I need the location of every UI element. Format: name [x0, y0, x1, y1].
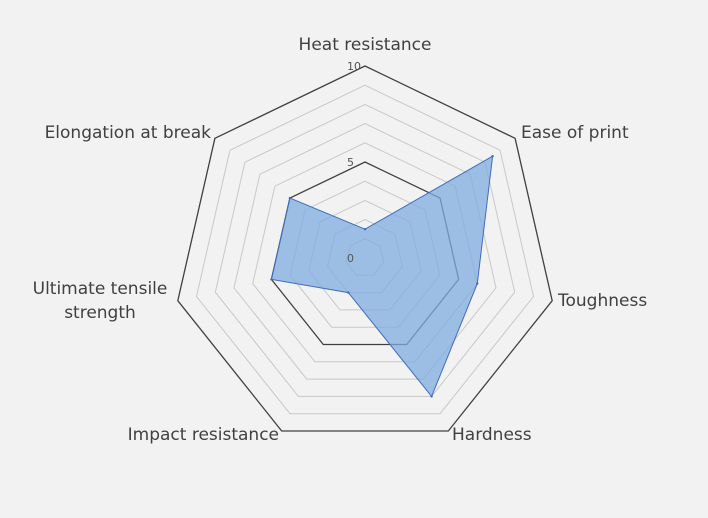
axis-label-elongation-at-break: Elongation at break [45, 123, 212, 143]
data-point-6 [288, 196, 292, 200]
series-area-0 [270, 155, 494, 398]
axis-label-hardness: Hardness [452, 425, 532, 445]
axis-label-impact-resistance: Impact resistance [128, 425, 279, 445]
grid-ring-minor-9 [195, 84, 535, 415]
tick-labels: 0 5 10 [347, 60, 361, 265]
grid-ring-minor-8 [214, 103, 516, 397]
axis-label-heat-resistance: Heat resistance [299, 35, 432, 55]
tick-label-0: 0 [347, 252, 354, 265]
series-layer [270, 155, 494, 398]
grid-ring-major-10 [177, 65, 553, 432]
data-point-1 [491, 155, 494, 158]
axis-label-ultimate-tensile-strength: Ultimate tensile strength [33, 279, 168, 323]
axis-label-toughness: Toughness [557, 291, 647, 311]
axis-labels: Heat resistance Ease of print Toughness Har… [33, 35, 648, 445]
data-point-5 [270, 278, 273, 281]
data-point-2 [476, 282, 479, 285]
tick-label-5: 5 [347, 156, 354, 169]
data-point-3 [430, 395, 433, 398]
data-point-0 [363, 228, 367, 231]
data-point-4 [347, 291, 350, 294]
tick-label-10: 10 [347, 60, 361, 73]
axis-label-ease-of-print: Ease of print [521, 123, 629, 143]
